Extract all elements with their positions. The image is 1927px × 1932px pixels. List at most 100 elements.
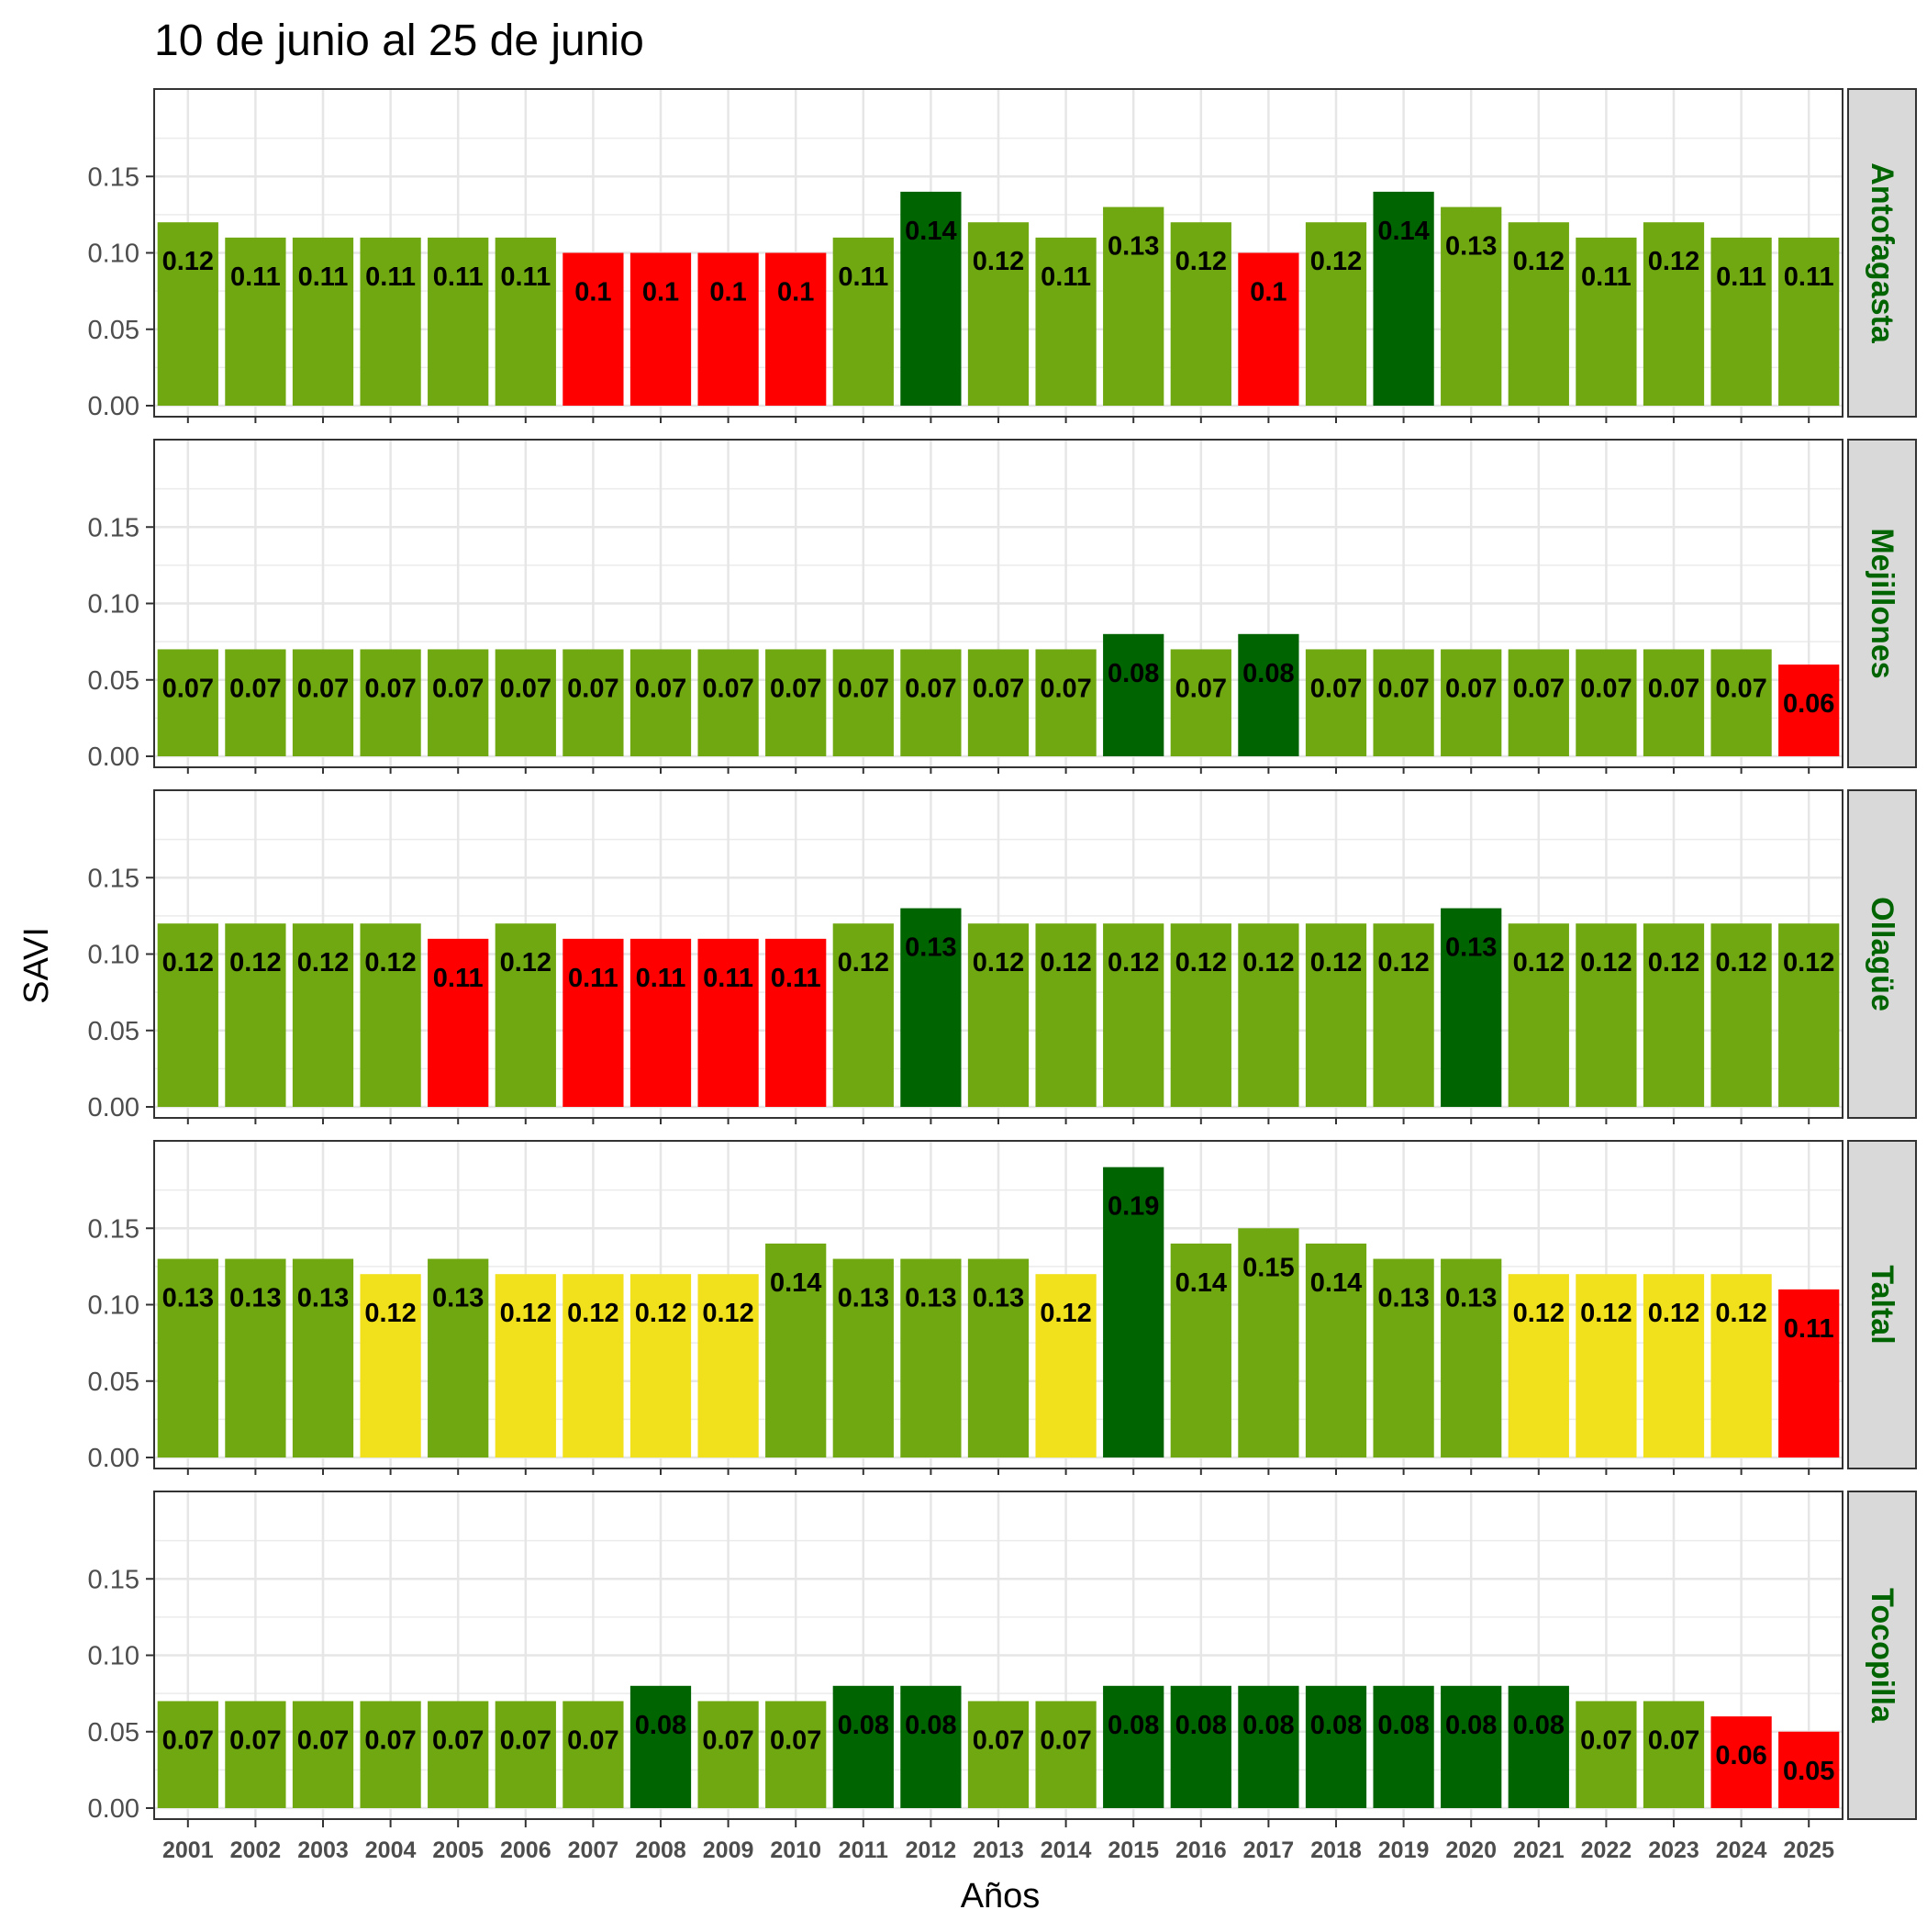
bar-tocopilla-2012 [900,1685,962,1808]
data-label-ollague-2003: 0.12 [297,948,349,977]
data-label-mejillones-2009: 0.07 [702,674,753,703]
bar-antofagasta-2021 [1508,222,1569,406]
data-label-mejillones-2008: 0.07 [635,674,686,703]
bar-taltal-2003 [292,1258,354,1457]
data-label-mejillones-2016: 0.07 [1175,674,1227,703]
bar-taltal-2007 [563,1274,624,1457]
data-label-antofagasta-2025: 0.11 [1784,262,1834,292]
bar-taltal-2011 [832,1258,894,1457]
data-label-ollague-2005: 0.11 [433,964,484,993]
data-label-mejillones-2023: 0.07 [1648,674,1699,703]
data-label-tocopilla-2024: 0.06 [1715,1741,1766,1770]
data-label-antofagasta-2006: 0.11 [500,262,551,292]
data-label-ollague-2015: 0.12 [1108,948,1159,977]
facet-label-tocopilla: Tocopilla [1865,1588,1899,1724]
bar-antofagasta-2011 [832,237,894,406]
bar-antofagasta-2012 [900,191,962,406]
data-label-ollague-2011: 0.12 [838,948,889,977]
bar-antofagasta-2024 [1710,237,1772,406]
data-label-tocopilla-2022: 0.07 [1580,1725,1632,1755]
y-tick-label: 0.00 [88,1093,139,1122]
x-tick-label-2005: 2005 [432,1837,484,1863]
data-label-tocopilla-2004: 0.07 [364,1725,416,1755]
x-axis: 2001 2002 2003 2004 2005 2006 2007 2008 2009 2010… [162,1819,1834,1863]
data-label-mejillones-2003: 0.07 [297,674,349,703]
bar-mejillones-2021 [1508,649,1569,756]
bar-ollague-2006 [495,923,556,1107]
bar-tocopilla-2016 [1170,1685,1231,1808]
bar-mejillones-2012 [900,649,962,756]
bar-mejillones-2003 [292,649,354,756]
x-tick-label-2017: 2017 [1243,1837,1295,1863]
facet-strip-ollague [1847,789,1917,1119]
x-tick-label-2022: 2022 [1581,1837,1632,1863]
bar-antofagasta-2017 [1238,252,1299,406]
data-label-mejillones-2006: 0.07 [500,674,551,703]
bar-taltal-2008 [629,1274,692,1457]
facet-label-mejillones: Mejillones [1865,528,1899,678]
bar-taltal-2018 [1305,1243,1367,1457]
bar-taltal-2013 [967,1258,1030,1457]
x-tick-label-2003: 2003 [297,1837,349,1863]
data-label-ollague-2010: 0.11 [771,964,821,993]
bar-taltal-2025 [1778,1289,1840,1457]
bar-ollague-2001 [157,923,218,1107]
bar-mejillones-2005 [428,649,489,756]
data-label-taltal-2008: 0.12 [635,1299,686,1328]
data-label-mejillones-2021: 0.07 [1513,674,1565,703]
bar-taltal-2020 [1441,1258,1502,1457]
bar-ollague-2011 [832,923,894,1107]
data-label-mejillones-2004: 0.07 [364,674,416,703]
bar-ollague-2019 [1373,923,1434,1107]
data-label-ollague-2004: 0.12 [364,948,416,977]
data-label-antofagasta-2004: 0.11 [365,262,416,292]
bar-antofagasta-2004 [360,237,421,406]
facet-label-antofagasta: Antofagasta [1865,162,1899,344]
data-label-mejillones-2011: 0.07 [838,674,889,703]
bar-mejillones-2015 [1103,633,1164,756]
bar-tocopilla-2025 [1778,1731,1840,1808]
bar-antofagasta-2005 [428,237,489,406]
bar-ollague-2014 [1035,923,1097,1107]
bar-taltal-2010 [765,1243,827,1457]
x-tick-label-2001: 2001 [162,1837,214,1863]
bar-taltal-2016 [1170,1243,1231,1457]
x-tick-label-2016: 2016 [1175,1837,1227,1863]
data-label-tocopilla-2019: 0.08 [1377,1711,1429,1740]
data-label-mejillones-2022: 0.07 [1580,674,1632,703]
x-tick-label-2011: 2011 [839,1837,888,1863]
data-label-taltal-2006: 0.12 [500,1299,551,1328]
bar-mejillones-2025 [1778,664,1840,756]
bar-antofagasta-2006 [495,237,556,406]
data-label-mejillones-2005: 0.07 [432,674,484,703]
data-label-antofagasta-2016: 0.12 [1175,247,1227,276]
x-tick-label-2018: 2018 [1310,1837,1362,1863]
bar-antofagasta-2023 [1643,222,1705,406]
data-label-tocopilla-2015: 0.08 [1108,1711,1159,1740]
panel-ollague: 0.12 0.12 0.12 0.12 0.11 0.12 0.11 0.11 0.11 0.11… [88,789,1917,1124]
bar-ollague-2023 [1643,923,1705,1107]
data-label-ollague-2006: 0.12 [500,948,551,977]
bar-taltal-2019 [1373,1258,1434,1457]
bar-tocopilla-2024 [1710,1716,1772,1808]
bar-antofagasta-2018 [1305,222,1367,406]
y-tick-label: 0.10 [88,590,139,620]
y-tick-label: 0.15 [88,513,139,542]
data-label-ollague-2014: 0.12 [1040,948,1091,977]
bar-tocopilla-2006 [495,1701,556,1808]
data-label-mejillones-2024: 0.07 [1715,674,1766,703]
data-label-ollague-2012: 0.13 [905,933,956,963]
x-tick-label-2013: 2013 [973,1837,1024,1863]
data-label-tocopilla-2001: 0.07 [162,1725,214,1755]
data-label-taltal-2016: 0.14 [1175,1268,1227,1298]
data-label-ollague-2009: 0.11 [703,964,753,993]
bar-mejillones-2020 [1441,649,1502,756]
data-label-tocopilla-2016: 0.08 [1175,1711,1227,1740]
data-label-taltal-2002: 0.13 [229,1284,281,1313]
bar-mejillones-2017 [1238,633,1299,756]
y-tick-label: 0.15 [88,1214,139,1244]
x-tick-label-2019: 2019 [1378,1837,1430,1863]
facet-strip-antofagasta [1847,88,1917,418]
y-tick-label: 0.05 [88,1017,139,1046]
